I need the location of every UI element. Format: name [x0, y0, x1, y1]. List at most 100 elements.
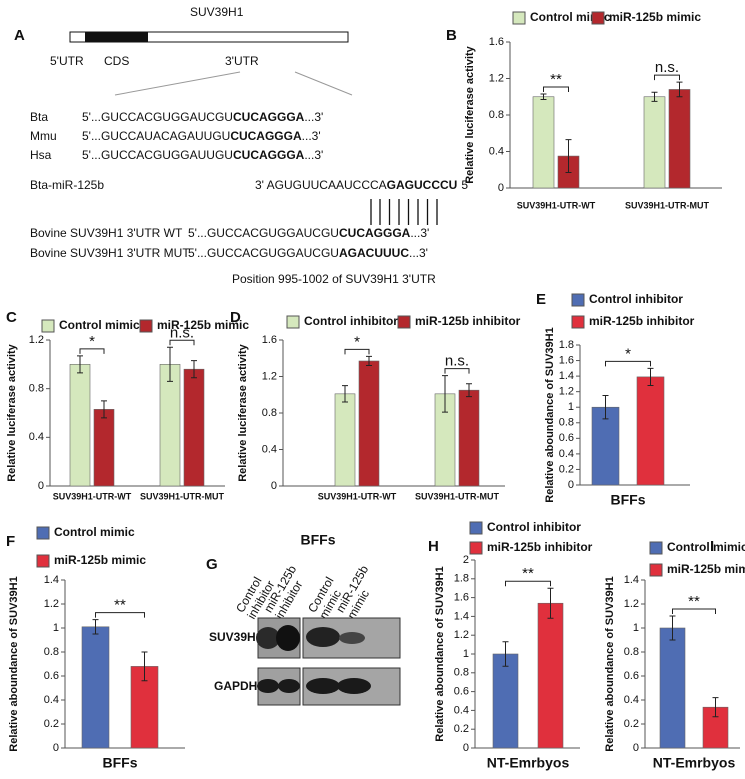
legend-label: Control mimic	[54, 525, 135, 539]
significance-bracket	[672, 608, 716, 614]
error-bar	[466, 383, 472, 398]
bar	[659, 627, 686, 749]
y-tick-label: 2	[463, 554, 469, 566]
significance-label: **	[550, 71, 562, 88]
panel-a: A SUV39H1 5'UTR CDS 3'UTR Bta 5'...GUCCA…	[14, 5, 470, 286]
y-tick-label: 0.2	[44, 718, 59, 730]
y-tick-label: 1.4	[559, 370, 574, 382]
y-tick-label: 0.6	[624, 670, 639, 682]
y-tick-label: 1	[568, 401, 574, 413]
y-tick-label: 1.6	[489, 36, 504, 48]
error-bar	[442, 375, 448, 413]
legend-label: Control inhibitor	[487, 520, 581, 534]
y-axis-label: Relative aboundance of SUV39H1	[544, 327, 556, 502]
y-tick-label: 0	[38, 480, 44, 492]
error-bar	[92, 619, 99, 635]
panel-label: F	[6, 533, 15, 550]
row-label: SUV39H1	[209, 630, 263, 644]
y-tick-label: 0.8	[559, 417, 574, 429]
error-bar	[712, 697, 719, 718]
x-tick-label: SUV39H1-UTR-WT	[318, 491, 397, 501]
x-tick-label: BFFs	[611, 492, 646, 508]
significance-bracket	[444, 368, 470, 374]
blot-title: BFFs	[301, 532, 336, 548]
significance-label: *	[625, 345, 631, 362]
significance-bracket	[95, 612, 145, 618]
error-bar	[547, 587, 554, 619]
panel-label: B	[446, 27, 457, 44]
significance-label: **	[688, 593, 700, 610]
sequence: 5'...GUCCACGUGGAUCGUCUCAGGGA...3'	[82, 110, 323, 124]
error-bar	[676, 81, 683, 98]
y-tick-label: 0	[463, 742, 469, 754]
significance-label: n.s.	[170, 324, 194, 341]
x-tick-label: NT-Emrbyos	[653, 755, 736, 771]
error-bar	[366, 355, 372, 367]
chart-panel: I Relative aboundance of SUV39H1 0 0.2 0.4 0.…	[604, 538, 745, 771]
pairing-lines	[370, 199, 438, 225]
mirna-name: Bta-miR-125b	[30, 178, 104, 192]
y-tick-label: 0.4	[454, 704, 469, 716]
zoom-line	[294, 71, 353, 96]
y-tick-label: 1	[633, 622, 639, 634]
chart-panel: C Relative luciferase activity 0 0.4 0.8 1.2 C…	[6, 309, 249, 501]
x-tick-label: SUV39H1-UTR-MUT	[140, 491, 225, 501]
species: Mmu	[30, 129, 57, 143]
y-axis-label: Relative luciferase activity	[6, 343, 18, 481]
gene-name: SUV39H1	[190, 5, 244, 19]
significance-label: **	[522, 565, 534, 582]
y-tick-label: 1.4	[44, 574, 59, 586]
y-tick-label: 0.4	[559, 448, 574, 460]
legend-swatch	[286, 315, 300, 329]
bar	[532, 96, 555, 189]
x-tick-label: SUV39H1-UTR-WT	[517, 200, 596, 210]
y-axis-label: Relative luciferase activity	[237, 343, 249, 481]
x-tick-label: SUV39H1-UTR-WT	[53, 491, 132, 501]
y-tick-label: 0.8	[29, 383, 44, 395]
bar	[668, 89, 691, 189]
x-tick-label: SUV39H1-UTR-MUT	[415, 491, 500, 501]
legend-label: miR-125b inhibitor	[487, 540, 593, 554]
mirna-sequence: 3' AGUGUUCAAUCCCAGAGUCCCU 5'	[255, 178, 470, 192]
error-bar	[565, 139, 572, 173]
sequence: 5'...GUCCACGUGGAUCGUAGACUUUC...3'	[188, 246, 428, 260]
lane-label: miR-125bmimic	[333, 563, 383, 622]
error-bar	[101, 400, 107, 419]
bar	[537, 602, 564, 749]
significance-bracket	[543, 86, 569, 93]
legend-swatch	[591, 11, 605, 25]
bar	[183, 368, 205, 487]
legend-swatch	[36, 526, 50, 540]
legend-swatch	[469, 541, 483, 555]
position-note: Position 995-1002 of SUV39H1 3'UTR	[232, 272, 436, 286]
y-tick-label: 0	[568, 479, 574, 491]
gene-bar	[69, 31, 349, 43]
region-label: CDS	[104, 54, 129, 68]
y-tick-label: 1.2	[454, 629, 469, 641]
y-tick-label: 0.2	[559, 463, 574, 475]
chart-panel: B Relative luciferase activity 0 0.4 0.8 1.2 1…	[446, 10, 722, 210]
y-tick-label: 0.8	[262, 407, 277, 419]
chart-panel: E Relative aboundance of SUV39H1 0 0.2 0.4 0.…	[536, 291, 695, 508]
y-tick-label: 1	[53, 622, 59, 634]
y-tick-label: 0.8	[489, 109, 504, 121]
panel-g: G BFFs Controlinhibitor miR-125binhibito…	[206, 532, 401, 706]
legend-label: Control mimic	[530, 10, 611, 24]
significance-bracket	[505, 580, 551, 587]
significance-bracket	[169, 339, 195, 346]
panel-label: E	[536, 291, 546, 308]
significance-label: **	[114, 597, 126, 614]
significance-label: *	[89, 333, 95, 350]
legend-label: miR-125b mimic	[609, 10, 701, 24]
y-tick-label: 1.4	[454, 610, 469, 622]
region-label: 5'UTR	[50, 54, 84, 68]
error-bar	[540, 93, 547, 100]
panel-label: G	[206, 556, 218, 573]
chart-panel: H Relative aboundance of SUV39H1 0 0.2 0.4 0.…	[428, 520, 593, 771]
sequence: 5'...GUCCACGUGGAUUGUCUCAGGGA...3'	[82, 148, 323, 162]
significance-bracket	[79, 348, 105, 354]
panel-label: I	[710, 538, 714, 555]
y-tick-label: 1.6	[454, 592, 469, 604]
construct-name: Bovine SUV39H1 3'UTR MUT	[30, 246, 190, 260]
legend-label: miR-125b mimic	[157, 318, 249, 332]
